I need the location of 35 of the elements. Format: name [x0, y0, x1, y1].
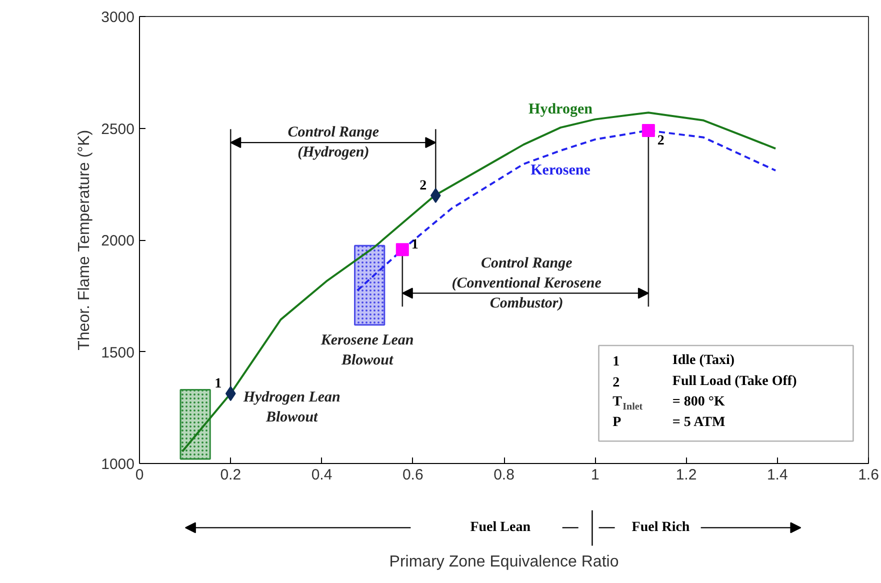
point: [430, 188, 441, 204]
x-tick-label: 1.4: [766, 466, 788, 484]
y-tick-label: 2000: [101, 232, 135, 250]
x-tick-label: 0.2: [220, 466, 242, 484]
x-tick-label: 0.8: [494, 466, 514, 484]
annotation: Kerosene Lean Blowout: [320, 332, 414, 368]
text: 2 Full Load (Take Off): [612, 374, 797, 390]
x-axis-title: Primary Zone Equivalence Ratio: [389, 554, 619, 570]
text: Fuel Rich: [632, 520, 690, 536]
annotation: Control Range (Conventional Kerosene Combustor): [452, 255, 602, 312]
series-label: Hydrogen: [528, 102, 594, 118]
y-tick-label: 2500: [101, 120, 135, 138]
point: [225, 386, 236, 402]
y-axis-title: Theor. Flame Temperature (°K): [76, 130, 94, 350]
x-tick-label: 0: [135, 466, 144, 484]
annotation: 1: [411, 238, 418, 253]
y-tick-label: 1500: [101, 344, 135, 362]
x-tick-label: 0.6: [402, 466, 424, 484]
annotation: 2: [657, 133, 664, 148]
point: [396, 243, 409, 256]
annotation: 1: [214, 376, 222, 392]
text: P = 5 ATM: [612, 414, 726, 430]
x-tick-label: 1: [590, 466, 600, 484]
x-tick-label: 1.2: [676, 466, 697, 484]
text: Fuel Lean: [470, 520, 531, 536]
point: [642, 124, 655, 137]
text: 1 Idle (Taxi): [612, 353, 735, 370]
series-label: Kerosene: [530, 162, 591, 179]
annotation: 2: [420, 178, 427, 194]
x-tick-label: 0.4: [311, 466, 332, 484]
annotation: Control Range (Hydrogen): [288, 124, 380, 161]
annotation: Hydrogen Lean Blowout: [242, 390, 340, 426]
y-tick-label: 1000: [101, 456, 135, 473]
y-tick-label: 3000: [101, 9, 135, 26]
x-tick-label: 1.6: [858, 466, 879, 484]
